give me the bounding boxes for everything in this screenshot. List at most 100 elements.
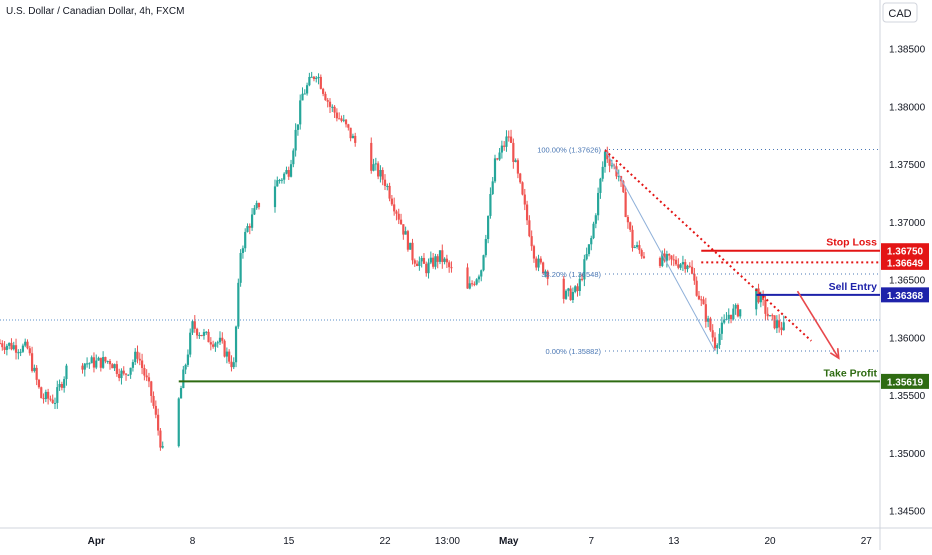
candle-body — [470, 283, 474, 285]
candle — [629, 221, 632, 233]
candle — [221, 332, 224, 344]
candle — [351, 133, 355, 139]
candle-body — [225, 351, 228, 357]
candle-body — [631, 229, 634, 248]
candle — [129, 367, 132, 379]
candle-body — [253, 208, 256, 215]
candle — [525, 200, 529, 225]
candle — [429, 251, 432, 265]
candle — [766, 307, 769, 321]
candle — [379, 165, 382, 183]
candle — [773, 315, 776, 330]
candle — [324, 91, 327, 101]
candle-body — [477, 276, 481, 280]
candle-body — [532, 246, 536, 259]
candle-body — [523, 194, 526, 205]
candle-body — [216, 342, 219, 344]
candle-body — [569, 288, 572, 301]
candle — [443, 257, 446, 265]
candle-body — [152, 395, 155, 406]
stop-loss-secondary-badge-bg — [881, 254, 929, 270]
candle — [372, 158, 375, 172]
candle-body — [445, 258, 448, 263]
candle-body — [624, 192, 627, 217]
candle-body — [603, 151, 607, 167]
candle-body — [239, 252, 242, 283]
candle — [592, 221, 595, 240]
candle — [35, 365, 38, 386]
candle — [218, 331, 222, 345]
x-tick-label: May — [499, 536, 519, 547]
candle-body — [674, 259, 678, 265]
x-tick-label: 27 — [861, 536, 873, 547]
candle — [477, 274, 481, 283]
sell-entry-badge-bg — [881, 287, 929, 303]
candle — [49, 395, 52, 402]
candle — [42, 393, 45, 404]
candle-body — [599, 178, 602, 193]
candle — [711, 324, 714, 342]
candle-body — [443, 258, 446, 262]
candle — [523, 188, 526, 211]
candle-body — [159, 430, 162, 448]
resistance-trendline[interactable] — [604, 149, 812, 342]
candle — [136, 345, 139, 364]
candle — [448, 260, 451, 273]
candle-body — [778, 320, 781, 328]
candle — [601, 161, 604, 182]
candle — [530, 230, 533, 251]
candle — [234, 325, 238, 368]
candle — [322, 87, 325, 97]
candle-body — [118, 373, 121, 379]
candle-body — [713, 337, 717, 349]
symbol-title[interactable]: U.S. Dollar / Canadian Dollar, 4h, FXCM — [6, 6, 184, 17]
projection-arrow-shaft — [796, 290, 840, 359]
candle — [484, 234, 487, 258]
candle-body — [315, 77, 318, 80]
candle — [278, 178, 281, 184]
candle-body — [736, 304, 740, 317]
candle — [122, 366, 125, 376]
candle — [5, 343, 8, 356]
candle — [255, 200, 258, 210]
candle-body — [390, 198, 393, 205]
candle — [195, 327, 199, 339]
candle-body — [381, 169, 384, 180]
candle — [693, 267, 696, 285]
currency-button[interactable]: CAD — [882, 2, 918, 23]
candle-body — [383, 179, 387, 186]
candle — [299, 94, 302, 130]
candle — [370, 137, 373, 174]
candle — [147, 372, 151, 388]
candle — [150, 380, 153, 403]
candle — [782, 315, 785, 331]
candle — [674, 256, 678, 266]
candle — [377, 161, 380, 180]
candle — [668, 253, 671, 261]
candle — [496, 157, 499, 161]
candle-body — [331, 106, 334, 108]
candle — [427, 258, 430, 279]
candle — [386, 183, 389, 191]
candle-body — [404, 231, 407, 235]
candle-body — [147, 377, 151, 382]
candle — [328, 98, 332, 114]
candle-body — [564, 290, 568, 299]
candle — [26, 339, 29, 350]
candle — [626, 214, 630, 229]
candle-body — [399, 219, 403, 225]
candle — [544, 269, 547, 278]
candle-body — [780, 327, 783, 331]
candle — [732, 304, 735, 321]
candle — [209, 337, 212, 351]
fib-level-label: 100.00% (1.37626) — [537, 146, 601, 155]
candle-body — [578, 278, 581, 292]
candle — [342, 114, 345, 123]
candle — [468, 276, 471, 290]
candle — [310, 71, 313, 78]
candle-body — [395, 211, 398, 214]
candle-body — [161, 446, 164, 448]
candle — [81, 363, 84, 374]
